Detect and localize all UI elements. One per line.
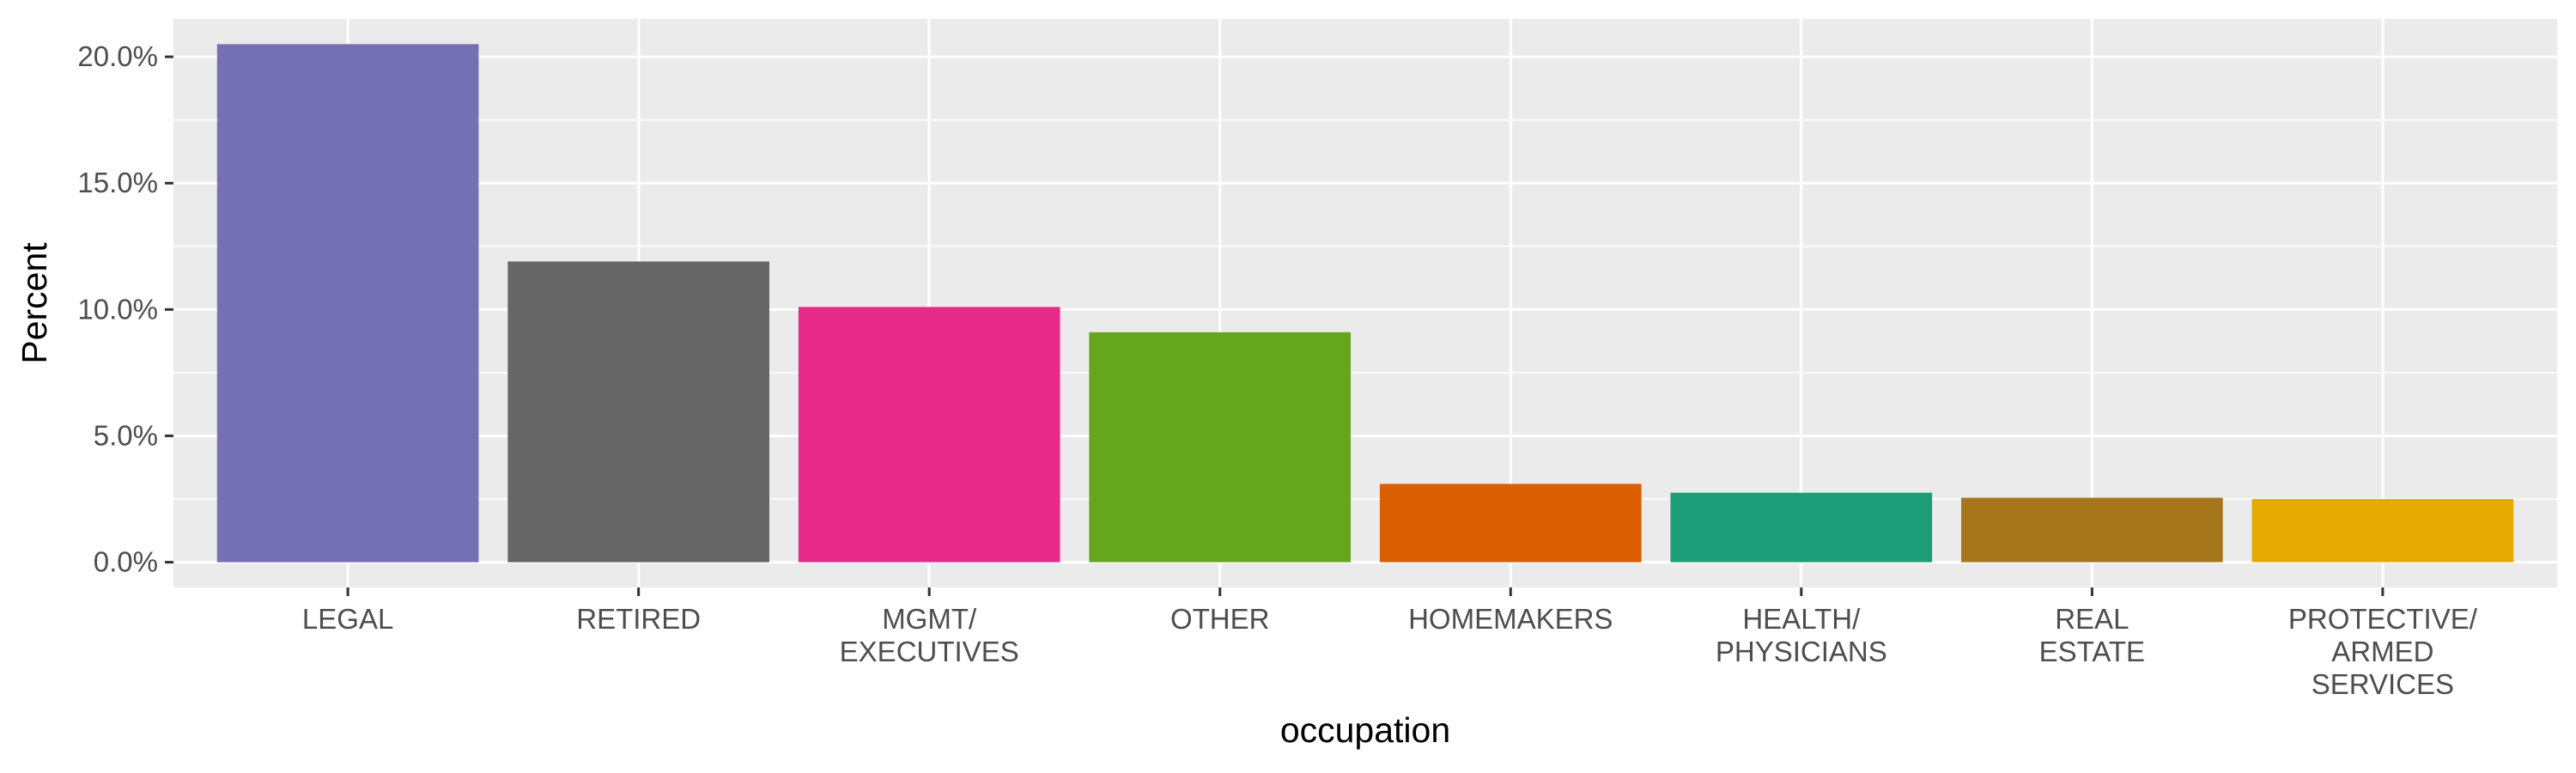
- y-axis: 0.0% 5.0% 10.0% 15.0% 20.0%: [77, 40, 173, 578]
- bar: [216, 44, 479, 563]
- x-tick-label: REAL ESTATE: [2039, 603, 2145, 667]
- y-axis-title: Percent: [15, 242, 54, 364]
- x-tick-label-line: LEGAL: [302, 603, 393, 635]
- x-tick-label-line: OTHER: [1170, 603, 1270, 635]
- x-tick-label: OTHER: [1170, 603, 1270, 635]
- bar: [1670, 492, 1933, 563]
- x-tick-label-line: ARMED: [2331, 636, 2433, 667]
- x-tick-label-line: RETIRED: [576, 603, 701, 635]
- y-tick-label: 0.0%: [94, 546, 158, 578]
- y-tick-label: 5.0%: [94, 419, 158, 451]
- bar: [798, 307, 1060, 563]
- x-tick-label-line: PHYSICIANS: [1716, 636, 1887, 667]
- x-tick-label-line: ESTATE: [2039, 636, 2145, 667]
- bar: [2251, 499, 2514, 563]
- bar: [1379, 484, 1642, 563]
- x-axis-title: occupation: [1280, 710, 1450, 750]
- x-tick-label: RETIRED: [576, 603, 701, 635]
- x-tick-label-line: MGMT/: [882, 603, 977, 635]
- x-tick-label: HEALTH/PHYSICIANS: [1716, 603, 1887, 667]
- x-tick-label-line: SERVICES: [2312, 668, 2454, 700]
- x-tick-label-line: EXECUTIVES: [840, 636, 1019, 667]
- x-tick-label-line: PROTECTIVE/: [2288, 603, 2478, 635]
- y-tick-label: 10.0%: [77, 293, 158, 325]
- bars: [216, 44, 2514, 563]
- x-tick-label: MGMT/EXECUTIVES: [840, 603, 1019, 667]
- x-tick-label: PROTECTIVE/ARMED SERVICES: [2288, 603, 2478, 700]
- bar: [1089, 332, 1352, 563]
- x-tick-label-line: HEALTH/: [1742, 603, 1861, 635]
- bar: [1961, 497, 2223, 563]
- x-tick-label-line: HOMEMAKERS: [1408, 603, 1613, 635]
- x-tick-label-line: REAL: [2055, 603, 2129, 635]
- x-tick-label: HOMEMAKERS: [1408, 603, 1613, 635]
- y-tick-label: 15.0%: [77, 167, 158, 198]
- y-tick-label: 20.0%: [77, 40, 158, 72]
- x-tick-label: LEGAL: [302, 603, 393, 635]
- x-axis: LEGAL RETIRED MGMT/EXECUTIVES OTHER HOMEMAKE…: [302, 587, 2478, 700]
- bar: [507, 261, 769, 563]
